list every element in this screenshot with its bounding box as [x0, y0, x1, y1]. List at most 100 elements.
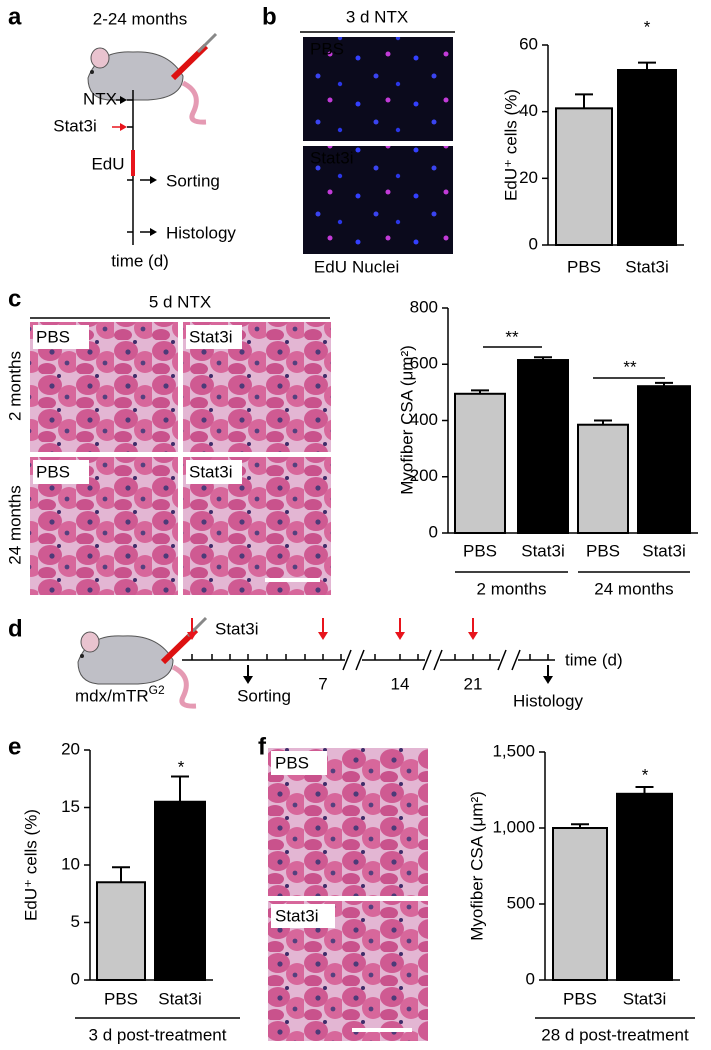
significance: ** [505, 327, 519, 346]
x-tick-label: PBS [567, 257, 601, 276]
significance: * [642, 765, 649, 784]
bar [577, 423, 629, 534]
image-label-box [33, 460, 89, 484]
image-label: Stat3i [189, 327, 232, 346]
image-label-box [33, 325, 89, 349]
image-title: 5 d NTX [149, 292, 211, 311]
row-label: 24 months [5, 485, 24, 564]
treatment-label: Stat3i [215, 619, 258, 638]
significance: * [644, 17, 651, 36]
axis-break [422, 649, 432, 671]
y-tick-label: 0 [529, 234, 538, 253]
image-label: Stat3i [310, 148, 353, 167]
model-label: mdx/mTRG2 [75, 683, 165, 705]
panel-label: b [262, 3, 277, 30]
x-tick-label: Stat3i [625, 257, 668, 276]
micrograph [303, 146, 453, 254]
arrow-head [120, 123, 127, 131]
panel-label: d [8, 615, 23, 642]
age-label: 2-24 months [93, 9, 188, 28]
panel-label: a [8, 3, 22, 30]
event-label: Histology [513, 691, 583, 710]
significance: ** [623, 357, 637, 376]
y-tick-label: 1,000 [492, 817, 535, 836]
y-tick-label: 20 [61, 739, 80, 758]
image-label: PBS [36, 327, 70, 346]
y-axis-label: EdU⁺ cells (%) [501, 89, 520, 201]
image-label: Stat3i [275, 906, 318, 925]
arrow-head [543, 676, 553, 684]
image-label-box [271, 904, 335, 928]
axis-break [497, 649, 507, 671]
x-tick-label: PBS [563, 989, 597, 1008]
axis-label: time (d) [565, 650, 623, 669]
bar [96, 881, 146, 981]
axis-break [355, 649, 365, 671]
bar [552, 827, 608, 981]
x-tick-label: PBS [586, 541, 620, 560]
y-tick-label: 600 [410, 354, 438, 373]
x-axis-label: 3 d post-treatment [89, 1025, 227, 1044]
y-tick-label: 0 [429, 522, 438, 541]
arrow-head [187, 632, 197, 640]
y-tick-label: 200 [410, 466, 438, 485]
y-tick-label: 0 [526, 969, 535, 988]
bar [154, 800, 206, 981]
step-label: NTX [83, 89, 117, 108]
y-tick-label: 800 [410, 297, 438, 316]
image-label: PBS [275, 753, 309, 772]
arrow-head [150, 176, 157, 184]
x-axis-label: 28 d post-treatment [541, 1025, 689, 1044]
panel-label: f [258, 733, 267, 760]
arrow-head [395, 632, 405, 640]
image-label: Stat3i [189, 462, 232, 481]
image-label-box [186, 325, 242, 349]
image-label-box [271, 751, 327, 775]
bar [555, 107, 613, 247]
x-tick-label: Stat3i [158, 989, 201, 1008]
y-tick-label: 1,500 [492, 741, 535, 760]
y-tick-label: 10 [61, 854, 80, 873]
panel-label: e [8, 733, 21, 760]
bar [517, 359, 569, 534]
y-tick-label: 40 [519, 101, 538, 120]
x-tick-label: Stat3i [642, 541, 685, 560]
x-tick-label: PBS [104, 989, 138, 1008]
bar [454, 392, 506, 534]
y-tick-label: 20 [519, 168, 538, 187]
panel-label: c [8, 285, 21, 312]
day-label: 14 [391, 674, 410, 693]
day-label: 21 [464, 674, 483, 693]
significance: * [178, 757, 185, 776]
y-tick-label: 400 [410, 410, 438, 429]
image-label: PBS [36, 462, 70, 481]
arrow-head [120, 96, 127, 104]
arrow-head [243, 676, 253, 684]
y-tick-label: 15 [61, 797, 80, 816]
arrow-head [468, 632, 478, 640]
x-tick-label: Stat3i [623, 989, 666, 1008]
y-tick-label: 5 [71, 912, 80, 931]
micrograph [303, 37, 453, 141]
y-axis-label: Myofiber CSA (μm²) [397, 345, 416, 495]
y-tick-label: 0 [71, 969, 80, 988]
y-axis-label: Myofiber CSA (μm²) [467, 791, 486, 941]
mouse-icon [88, 34, 216, 122]
axis-break [433, 649, 443, 671]
event-label: Sorting [237, 686, 291, 705]
axis-break [342, 649, 352, 671]
row-label: 2 months [5, 351, 24, 421]
x-tick-label: Stat3i [521, 541, 564, 560]
image-label: PBS [310, 39, 344, 58]
stain-label: EdU [314, 257, 347, 276]
image-title: 3 d NTX [346, 7, 408, 26]
bar [616, 792, 673, 981]
axis-label: time (d) [111, 251, 169, 270]
image-label-box [186, 460, 242, 484]
bar [617, 69, 677, 246]
arrow-head [318, 632, 328, 640]
model-superscript: G2 [149, 683, 165, 697]
bar [637, 385, 691, 534]
stain-label: Nuclei [352, 257, 399, 276]
